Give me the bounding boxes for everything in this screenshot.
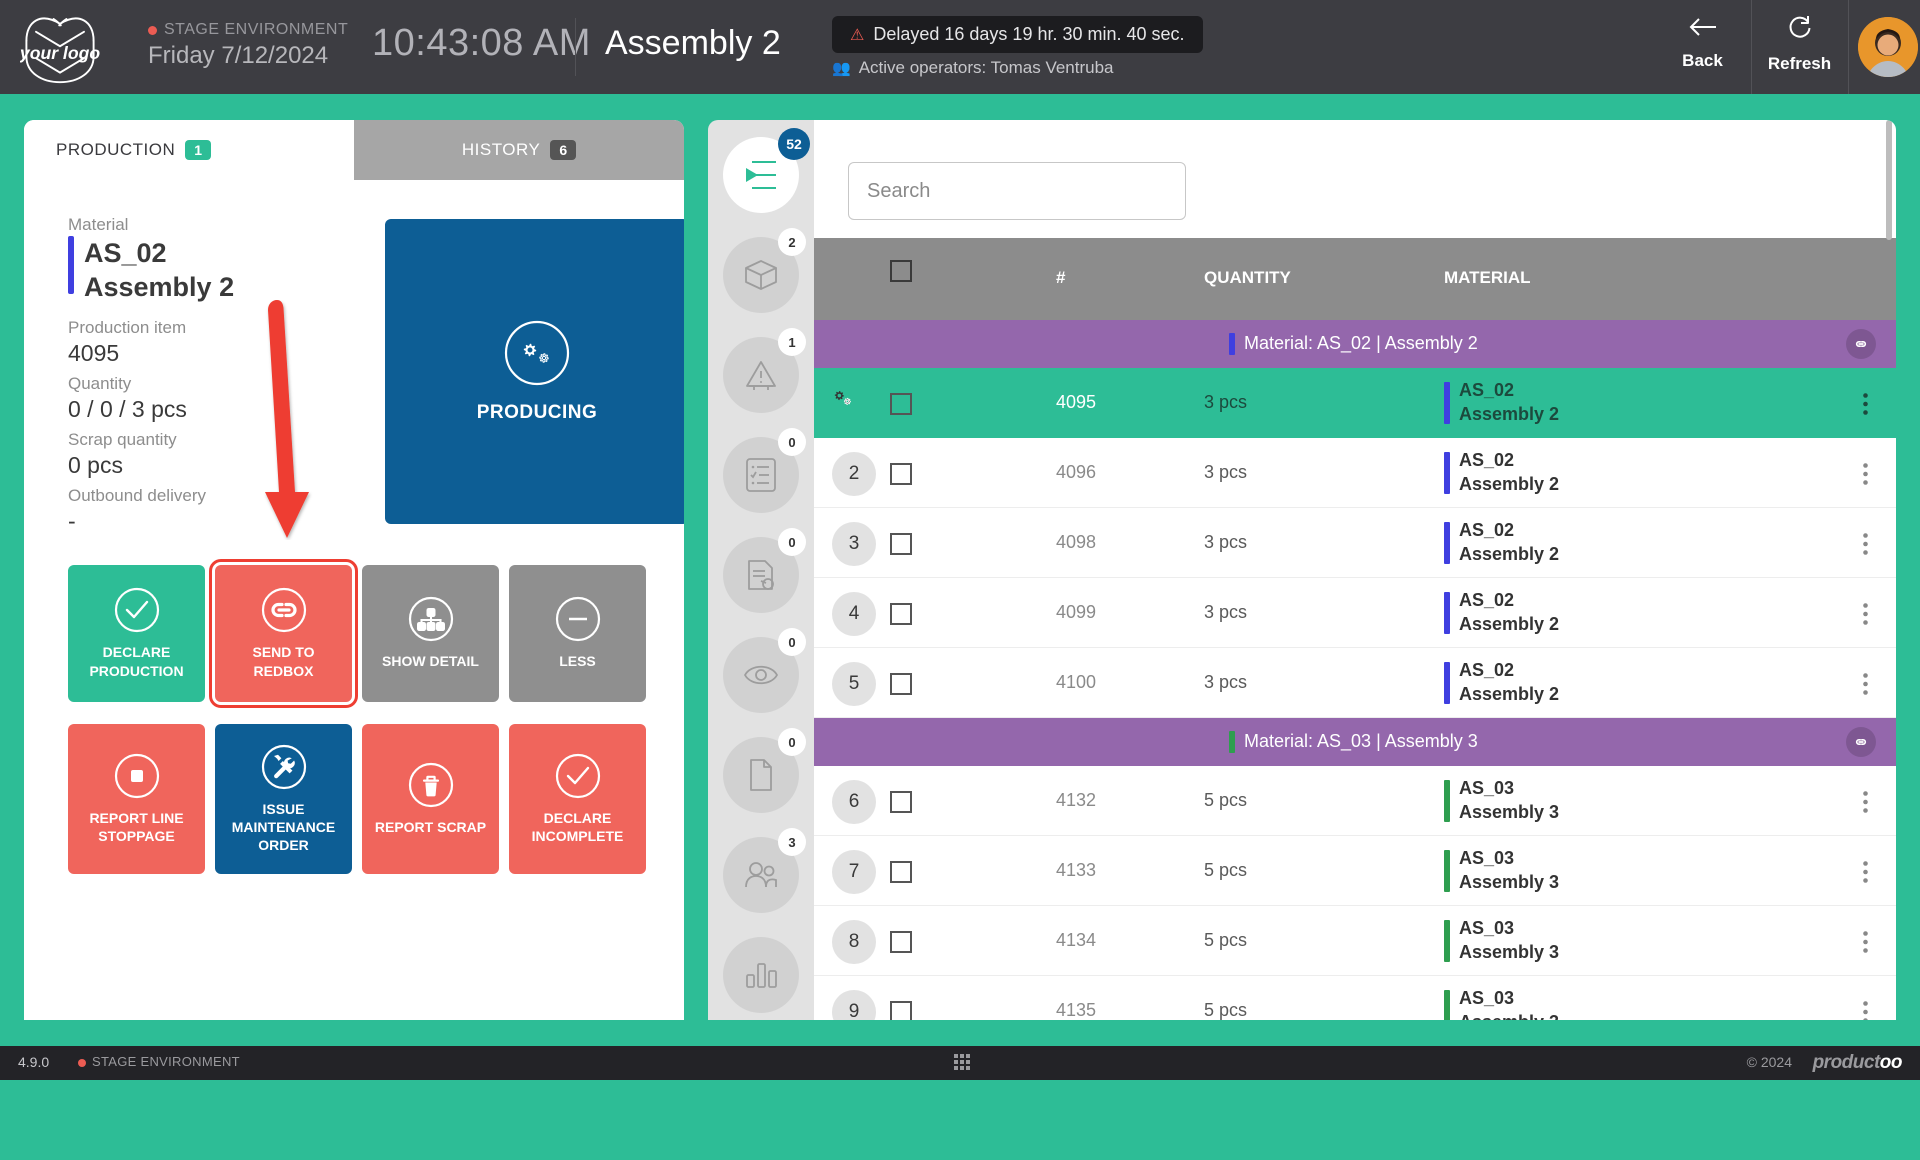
svg-text:your logo: your logo xyxy=(20,43,100,63)
